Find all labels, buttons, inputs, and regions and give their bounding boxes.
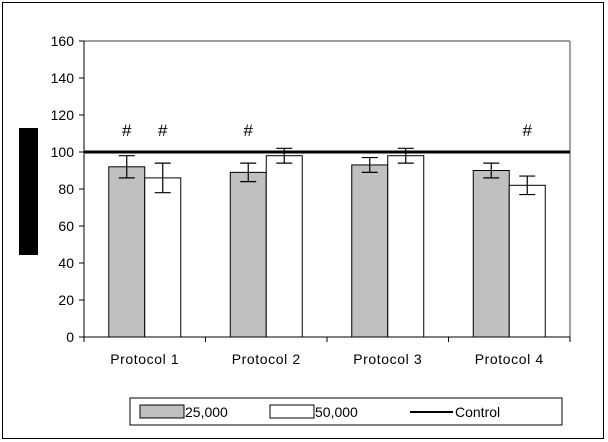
bar-50,000 (387, 155, 425, 338)
significance-marker: # (523, 121, 533, 140)
legend-swatch-25,000 (139, 404, 185, 419)
legend: 25,000 50,000 Control (129, 397, 563, 426)
y-tick-label: 100 (51, 144, 75, 160)
legend-swatch-50,000 (269, 404, 315, 419)
y-tick-label: 120 (51, 107, 75, 123)
bar-50,000 (508, 184, 546, 338)
legend-label: 25,000 (185, 404, 228, 420)
significance-marker: # (122, 121, 132, 140)
bar-25,000 (108, 166, 146, 338)
y-tick-label: 140 (51, 70, 75, 86)
legend-box (129, 397, 563, 426)
bar-50,000 (144, 177, 182, 338)
y-tick-label: 0 (66, 329, 74, 345)
labels-layer: 0 20 40 60 80 100 120 140 160 Protocol 1 Protocol … (51, 33, 544, 367)
x-category-label: Protocol 1 (110, 351, 179, 367)
y-tick-label: 60 (58, 218, 74, 234)
significance-marker: # (158, 121, 168, 140)
y-tick-label: 160 (51, 33, 75, 49)
y-tick-label: 40 (58, 255, 74, 271)
x-category-label: Protocol 2 (232, 351, 301, 367)
legend-label: 50,000 (315, 404, 358, 420)
bar-25,000 (472, 170, 510, 338)
bar-25,000 (351, 164, 389, 338)
bar-25,000 (229, 171, 267, 338)
redaction-box (19, 128, 38, 255)
significance-marker: # (244, 121, 254, 140)
bar-50,000 (265, 155, 303, 338)
x-category-label: Protocol 4 (475, 351, 544, 367)
y-tick-label: 80 (58, 181, 74, 197)
bars-layer (84, 147, 570, 338)
legend-label: Control (455, 404, 500, 420)
x-category-label: Protocol 3 (353, 351, 422, 367)
y-tick-label: 20 (58, 292, 74, 308)
